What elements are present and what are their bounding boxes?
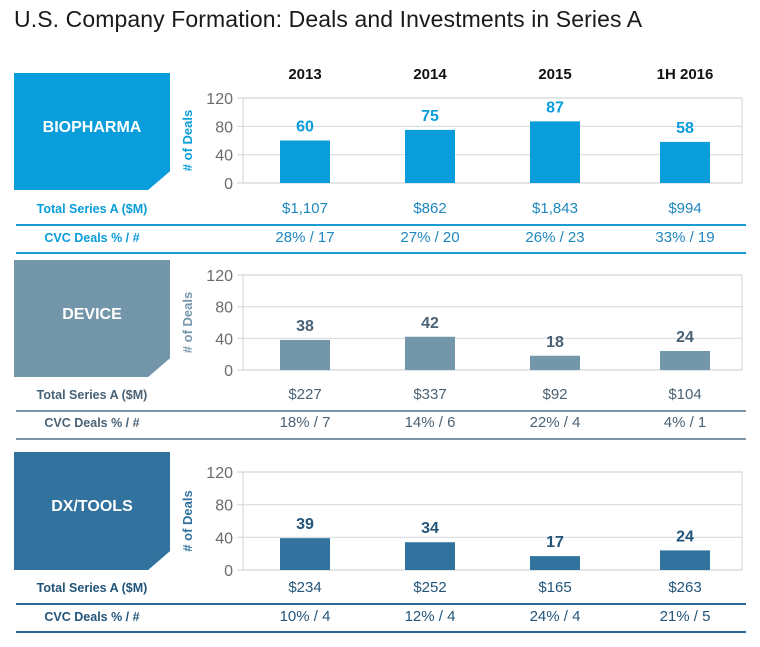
cvc-deals-value: 18% / 7 xyxy=(279,414,331,431)
cvc-deals-value: 28% / 17 xyxy=(275,229,335,246)
total-series-a-label: Total Series A ($M) xyxy=(36,581,148,595)
y-tick-label: 40 xyxy=(215,148,233,165)
cvc-deals-value: 24% / 4 xyxy=(529,608,581,625)
data-label: 58 xyxy=(676,120,694,137)
bar-2015 xyxy=(530,556,580,570)
cvc-deals-label: CVC Deals % / # xyxy=(44,610,140,624)
total-series-a-value: $1,843 xyxy=(532,200,578,217)
y-axis-label: # of Deals xyxy=(180,490,195,551)
data-label: 39 xyxy=(296,516,314,533)
bar-2014 xyxy=(405,129,455,183)
y-tick-label: 120 xyxy=(206,465,233,482)
divider xyxy=(16,224,746,226)
total-series-a-value: $92 xyxy=(542,386,568,403)
data-label: 34 xyxy=(421,520,439,537)
cvc-deals-value: 21% / 5 xyxy=(659,608,711,625)
bar-2013 xyxy=(280,538,330,570)
y-tick-label: 80 xyxy=(215,498,233,515)
bar-2013 xyxy=(280,140,330,183)
cvc-deals-value: 26% / 23 xyxy=(525,229,585,246)
y-tick-label: 120 xyxy=(206,91,233,108)
bar-chart-biopharma: 0 40 80 120 # of Deals 60 75 87 58 xyxy=(180,91,743,193)
y-tick-label: 80 xyxy=(215,300,233,317)
divider xyxy=(16,631,746,633)
cvc-deals-value: 12% / 4 xyxy=(404,608,456,625)
data-label: 60 xyxy=(296,119,314,136)
cvc-deals-label: CVC Deals % / # xyxy=(44,231,140,245)
divider xyxy=(16,438,746,440)
cvc-deals-value: 22% / 4 xyxy=(529,414,581,431)
year-header: 2013 xyxy=(288,66,322,83)
category-label: DX/TOOLS xyxy=(51,498,133,515)
bar-chart-device: 0 40 80 120 # of Deals 38 42 18 24 xyxy=(180,268,743,380)
total-series-a-value: $234 xyxy=(288,579,322,596)
data-label: 17 xyxy=(546,534,564,551)
y-tick-label: 0 xyxy=(224,363,233,380)
bar-2015 xyxy=(530,355,580,370)
bar-2014 xyxy=(405,336,455,370)
data-label: 87 xyxy=(546,99,564,116)
bar-2013 xyxy=(280,339,330,370)
cvc-deals-value: 27% / 20 xyxy=(400,229,460,246)
y-tick-label: 80 xyxy=(215,119,233,136)
total-series-a-value: $862 xyxy=(413,200,447,217)
divider xyxy=(16,410,746,412)
y-tick-label: 40 xyxy=(215,530,233,547)
data-label: 38 xyxy=(296,318,314,335)
y-tick-label: 40 xyxy=(215,331,233,348)
total-series-a-value: $104 xyxy=(668,386,702,403)
category-label: DEVICE xyxy=(62,305,122,323)
total-series-a-value: $263 xyxy=(668,579,702,596)
divider xyxy=(16,603,746,605)
data-label: 24 xyxy=(676,528,694,545)
category-panel-biopharma: BIOPHARMA xyxy=(14,73,170,190)
cvc-deals-value: 14% / 6 xyxy=(404,414,456,431)
data-label: 42 xyxy=(421,315,439,332)
y-axis-label: # of Deals xyxy=(180,292,195,353)
y-tick-label: 120 xyxy=(206,268,233,285)
cvc-deals-value: 4% / 1 xyxy=(663,414,707,431)
bar-2014 xyxy=(405,542,455,570)
total-series-a-value: $165 xyxy=(538,579,572,596)
cvc-deals-value: 33% / 19 xyxy=(655,229,715,246)
data-label: 18 xyxy=(546,334,564,351)
page-title: U.S. Company Formation: Deals and Invest… xyxy=(14,6,643,32)
divider xyxy=(16,252,746,254)
cvc-deals-value: 10% / 4 xyxy=(279,608,331,625)
total-series-a-value: $227 xyxy=(288,386,322,403)
total-series-a-value: $1,107 xyxy=(282,200,328,217)
cvc-deals-label: CVC Deals % / # xyxy=(44,416,140,430)
total-series-a-value: $994 xyxy=(668,200,702,217)
data-label: 24 xyxy=(676,329,694,346)
bar-2015 xyxy=(530,121,580,183)
bar-chart-dx: 0 40 80 120 # of Deals 39 34 17 24 xyxy=(180,465,743,580)
total-series-a-value: $337 xyxy=(413,386,447,403)
y-tick-label: 0 xyxy=(224,176,233,193)
total-series-a-label: Total Series A ($M) xyxy=(36,388,148,402)
category-panel-device: DEVICE xyxy=(14,260,170,377)
bar-1h-2016 xyxy=(660,550,710,570)
year-header: 1H 2016 xyxy=(656,66,714,83)
category-label: BIOPHARMA xyxy=(42,118,142,136)
bar-1h-2016 xyxy=(660,351,710,370)
total-series-a-label: Total Series A ($M) xyxy=(36,202,148,216)
data-label: 75 xyxy=(421,108,439,125)
year-header: 2015 xyxy=(538,66,572,83)
y-axis-label: # of Deals xyxy=(180,110,195,171)
y-tick-label: 0 xyxy=(224,563,233,580)
total-series-a-value: $252 xyxy=(413,579,447,596)
category-panel-dx: DX/TOOLS xyxy=(14,452,170,570)
year-header: 2014 xyxy=(413,66,447,83)
bar-1h-2016 xyxy=(660,141,710,183)
